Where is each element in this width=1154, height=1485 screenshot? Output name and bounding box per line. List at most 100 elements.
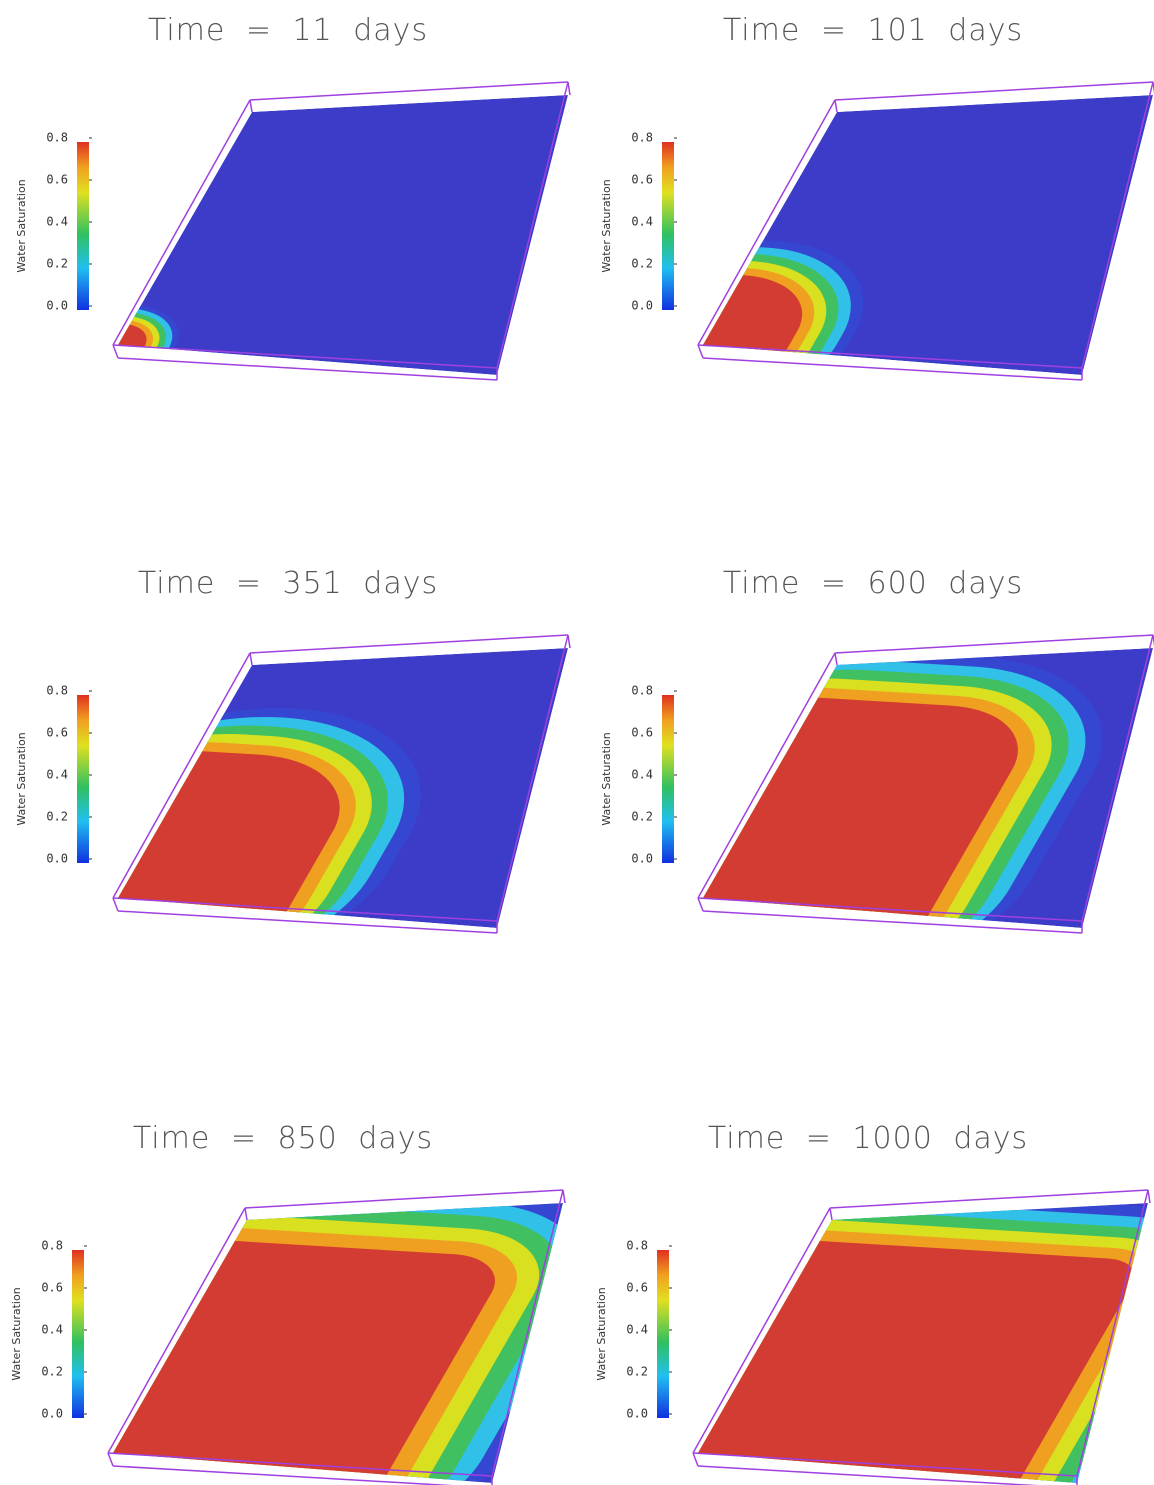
frame-edge [1147, 1189, 1151, 1204]
panel-title: Time = 351 days [138, 566, 438, 601]
colorbar-tick-label: 0.2 [631, 810, 653, 824]
colorbar-label: Water Saturation [15, 732, 28, 825]
colorbar [77, 695, 89, 863]
colorbar-tick-label: 0.4 [41, 1323, 63, 1337]
frame-edge [692, 1452, 1078, 1477]
frame [112, 81, 571, 381]
frame-edge [697, 1465, 1039, 1485]
panel-title: Time = 1000 days [708, 1121, 1028, 1156]
frame-edge [107, 1452, 493, 1477]
frame-edge [834, 81, 1154, 101]
frame-edge [112, 897, 119, 912]
frame-edge [249, 81, 569, 101]
frame-edge [107, 1452, 114, 1467]
colorbar-tick-label: 0.6 [626, 1281, 648, 1295]
colorbar-tick-label: 0.6 [631, 726, 653, 740]
colorbar-tick-label: 0.2 [41, 1365, 63, 1379]
panel: Time = 11 days 0.0 0.2 0.4 0.6 0.8 Water Satur… [15, 13, 571, 381]
frame-edge [692, 1207, 831, 1454]
frame-edge [567, 81, 571, 96]
colorbar-tick-label: 0.8 [631, 131, 653, 145]
colorbar-tick-label: 0.4 [631, 768, 653, 782]
colorbar-label: Water Saturation [595, 1287, 608, 1380]
frame-edge [112, 652, 251, 899]
frame-edge [697, 99, 836, 346]
frame-edge [1152, 81, 1154, 94]
colorbar-tick-label: 0.6 [631, 173, 653, 187]
colorbar-tick-label: 0.8 [631, 684, 653, 698]
frame-edge [117, 910, 498, 934]
frame-edge [834, 652, 838, 666]
colorbar-tick-label: 0.6 [41, 1281, 63, 1295]
colorbar-tick-label: 0.8 [626, 1239, 648, 1253]
frame-edge [567, 634, 571, 649]
colorbar-tick-label: 0.0 [631, 852, 653, 866]
frame-edge [702, 357, 1083, 381]
colorbar-tick-label: 0.8 [46, 684, 68, 698]
frame-edge [829, 1207, 833, 1221]
frame-edge [244, 1189, 564, 1209]
saturation-band [703, 266, 815, 375]
colorbar [657, 1250, 669, 1418]
panel: Time = 101 days 0.0 0.2 0.4 0.6 0.8 Water Satu… [600, 13, 1154, 381]
surface [113, 1203, 563, 1483]
colorbar-tick-label: 0.0 [46, 852, 68, 866]
frame-edge [496, 634, 569, 922]
saturation-band [703, 696, 1018, 928]
colorbar [77, 142, 89, 310]
frame-edge [112, 1465, 454, 1485]
frame-edge [112, 344, 119, 359]
colorbar-tick-label: 0.8 [41, 1239, 63, 1253]
panel-title: Time = 11 days [148, 13, 428, 48]
colorbar-label: Water Saturation [15, 179, 28, 272]
colorbar-tick-label: 0.2 [46, 257, 68, 271]
colorbar [72, 1250, 84, 1418]
frame-edge [697, 344, 704, 359]
frame-edge [697, 652, 836, 899]
panel-title: Time = 600 days [723, 566, 1023, 601]
frame-edge [697, 897, 704, 912]
colorbar-tick-label: 0.0 [41, 1407, 63, 1421]
colorbar-tick-label: 0.4 [626, 1323, 648, 1337]
colorbar [662, 695, 674, 863]
colorbar-tick-label: 0.2 [631, 257, 653, 271]
frame-edge [1076, 1189, 1149, 1477]
frame [112, 634, 571, 934]
plume [118, 302, 179, 375]
frame [692, 1189, 1151, 1485]
frame-edge [834, 634, 1154, 654]
saturation-band [118, 319, 147, 375]
colorbar-tick-label: 0.4 [631, 215, 653, 229]
panel: Time = 850 days 0.0 0.2 0.4 0.6 0.8 Water Satu… [10, 1121, 566, 1485]
frame-edge [702, 910, 1083, 934]
frame-edge [692, 1452, 699, 1467]
colorbar-tick-label: 0.2 [46, 810, 68, 824]
frame-edge [249, 634, 569, 654]
plume [113, 1203, 563, 1483]
saturation-band [703, 273, 803, 375]
frame-edge [697, 897, 1083, 922]
frame-edge [244, 1207, 248, 1221]
panel: Time = 600 days 0.0 0.2 0.4 0.6 0.8 Water Satu… [600, 566, 1154, 934]
frame [107, 1189, 566, 1485]
frame-edge [834, 99, 838, 113]
frame-edge [697, 344, 1083, 369]
panel-title: Time = 101 days [723, 13, 1023, 48]
colorbar [662, 142, 674, 310]
colorbar-tick-label: 0.2 [626, 1365, 648, 1379]
frame-edge [107, 1207, 246, 1454]
colorbar-tick-label: 0.4 [46, 768, 68, 782]
frame-edge [562, 1189, 566, 1204]
frame-edge [249, 99, 253, 113]
colorbar-tick-label: 0.0 [631, 299, 653, 313]
frame-edge [117, 357, 498, 381]
saturation-band [118, 312, 160, 375]
frame-edge [829, 1189, 1149, 1209]
panel: Time = 351 days 0.0 0.2 0.4 0.6 0.8 Water Satu… [15, 566, 571, 934]
colorbar-tick-label: 0.6 [46, 726, 68, 740]
frame-edge [491, 1189, 564, 1477]
frame-edge [249, 652, 253, 666]
saturation-band [113, 1237, 495, 1483]
panel-title: Time = 850 days [133, 1121, 433, 1156]
